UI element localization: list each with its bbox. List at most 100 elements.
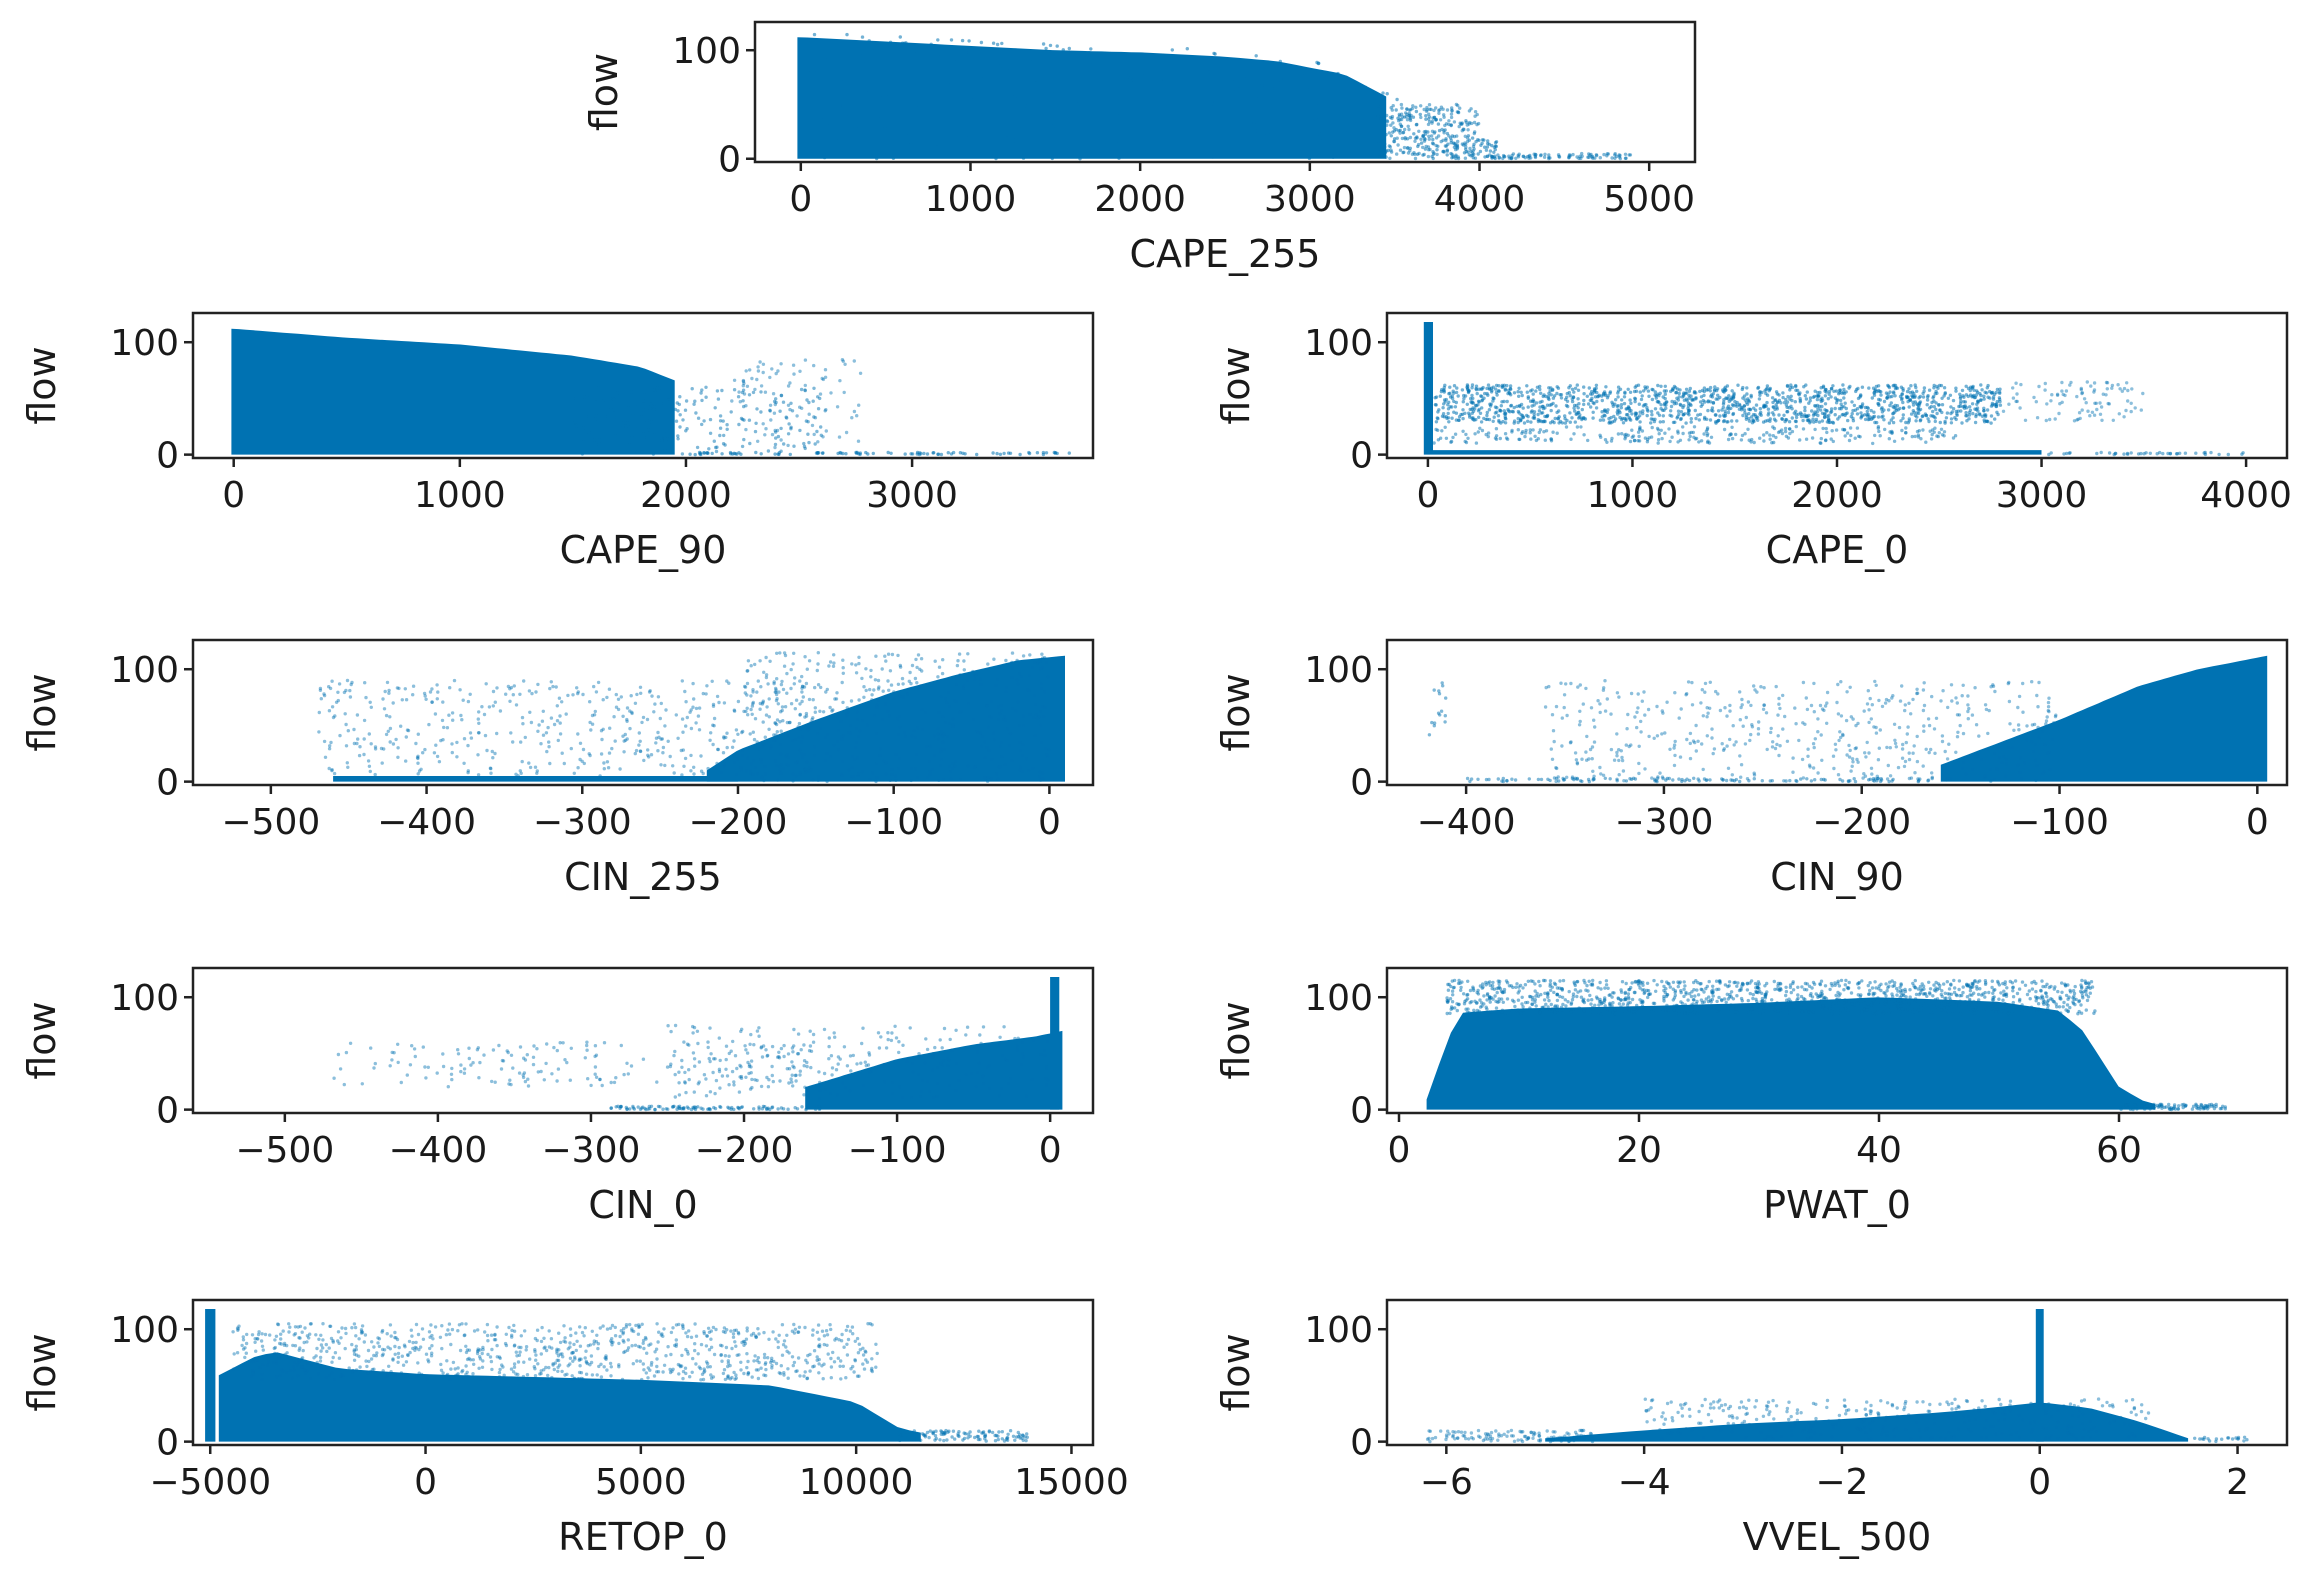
scatter-point bbox=[1517, 394, 1521, 398]
scatter-point bbox=[597, 442, 601, 446]
scatter-point bbox=[344, 722, 348, 727]
scatter-point bbox=[380, 761, 384, 765]
scatter-point bbox=[816, 440, 820, 444]
scatter-point bbox=[642, 758, 646, 763]
scatter-point bbox=[941, 777, 946, 782]
scatter-point bbox=[1473, 403, 1478, 408]
scatter-point bbox=[1581, 702, 1586, 706]
scatter-point bbox=[458, 688, 462, 692]
scatter-point bbox=[861, 62, 865, 66]
scatter-point bbox=[793, 737, 797, 742]
scatter-point bbox=[1475, 391, 1479, 396]
scatter-point bbox=[1908, 398, 1913, 402]
scatter-point bbox=[2122, 415, 2126, 419]
scatter-point bbox=[1982, 397, 1986, 401]
scatter-point bbox=[1687, 389, 1692, 393]
scatter-point bbox=[1548, 389, 1552, 393]
scatter-point bbox=[1400, 106, 1404, 110]
scatter-point bbox=[1699, 439, 1704, 443]
scatter-point bbox=[913, 676, 918, 681]
scatter-point bbox=[1439, 709, 1444, 713]
scatter-point bbox=[684, 399, 689, 403]
scatter-point bbox=[692, 765, 696, 769]
scatter-point bbox=[1826, 397, 1831, 401]
scatter-point bbox=[557, 696, 562, 700]
scatter-point bbox=[558, 1041, 562, 1045]
scatter-point bbox=[808, 98, 812, 102]
scatter-point bbox=[941, 740, 945, 745]
scatter-point bbox=[1188, 131, 1193, 135]
scatter-point bbox=[1622, 395, 1627, 399]
scatter-point bbox=[518, 692, 522, 696]
scatter-point bbox=[2129, 409, 2133, 414]
scatter-point bbox=[455, 755, 459, 759]
scatter-point bbox=[1636, 692, 1640, 696]
scatter-point bbox=[881, 689, 885, 693]
scatter-point bbox=[2099, 405, 2104, 409]
scatter-point bbox=[1380, 114, 1384, 119]
scatter-point bbox=[1038, 710, 1043, 714]
scatter-point bbox=[1432, 721, 1437, 725]
scatter-point bbox=[1031, 149, 1036, 153]
scatter-point bbox=[979, 40, 984, 45]
scatter-point bbox=[1701, 767, 1705, 772]
scatter-point bbox=[1731, 412, 1735, 417]
scatter-point bbox=[925, 147, 930, 151]
scatter-point bbox=[746, 756, 750, 760]
scatter-point bbox=[815, 668, 819, 673]
scatter-point bbox=[1699, 701, 1703, 705]
scatter-point bbox=[1741, 724, 1745, 728]
scatter-point bbox=[934, 112, 938, 117]
scatter-point bbox=[1833, 406, 1837, 411]
scatter-point bbox=[1831, 439, 1836, 444]
scatter-point bbox=[1172, 90, 1176, 95]
scatter-point bbox=[1044, 746, 1048, 751]
scatter-point bbox=[1856, 760, 1860, 764]
scatter-point bbox=[1919, 437, 1923, 441]
scatter-point bbox=[855, 717, 859, 721]
scatter-point bbox=[1485, 386, 1489, 391]
scatter-point bbox=[1038, 659, 1042, 663]
scatter-point bbox=[2126, 399, 2130, 403]
scatter-point bbox=[682, 764, 686, 768]
scatter-point bbox=[1486, 141, 1490, 146]
scatter-point bbox=[1615, 732, 1619, 736]
scatter-point bbox=[1480, 428, 1485, 433]
scatter-point bbox=[1892, 383, 1896, 387]
scatter-point bbox=[684, 700, 688, 704]
scatter-point bbox=[1595, 399, 1599, 404]
scatter-point bbox=[487, 705, 492, 709]
scatter-point bbox=[1070, 133, 1075, 137]
scatter-point bbox=[2079, 386, 2083, 391]
scatter-point bbox=[607, 687, 612, 691]
scatter-point bbox=[1344, 90, 1348, 94]
scatter-point bbox=[1452, 120, 1457, 124]
scatter-point bbox=[1782, 413, 1786, 417]
scatter-point bbox=[2052, 721, 2056, 725]
scatter-point bbox=[1791, 756, 1795, 760]
scatter-point bbox=[804, 711, 809, 716]
scatter-point bbox=[1984, 413, 1988, 417]
scatter-point bbox=[1624, 779, 1629, 783]
scatter-point bbox=[2092, 388, 2097, 392]
scatter-point bbox=[2001, 755, 2006, 759]
scatter-point bbox=[1762, 686, 1766, 690]
scatter-point bbox=[801, 735, 805, 739]
scatter-point bbox=[774, 397, 778, 401]
scatter-point bbox=[786, 733, 790, 737]
scatter-point bbox=[1740, 697, 1744, 702]
scatter-point bbox=[1833, 742, 1838, 746]
scatter-point bbox=[1706, 408, 1710, 413]
scatter-point bbox=[1445, 149, 1450, 153]
scatter-point bbox=[2036, 705, 2040, 709]
scatter-point bbox=[761, 699, 765, 703]
scatter-point bbox=[1860, 404, 1864, 408]
x-tick-label: 0 bbox=[789, 179, 812, 220]
scatter-point bbox=[2019, 776, 2024, 781]
scatter-point bbox=[1031, 766, 1035, 770]
scatter-point bbox=[936, 141, 940, 146]
scatter-point bbox=[1768, 387, 1772, 392]
scatter-point bbox=[1613, 152, 1617, 156]
scatter-point bbox=[1422, 152, 1426, 157]
